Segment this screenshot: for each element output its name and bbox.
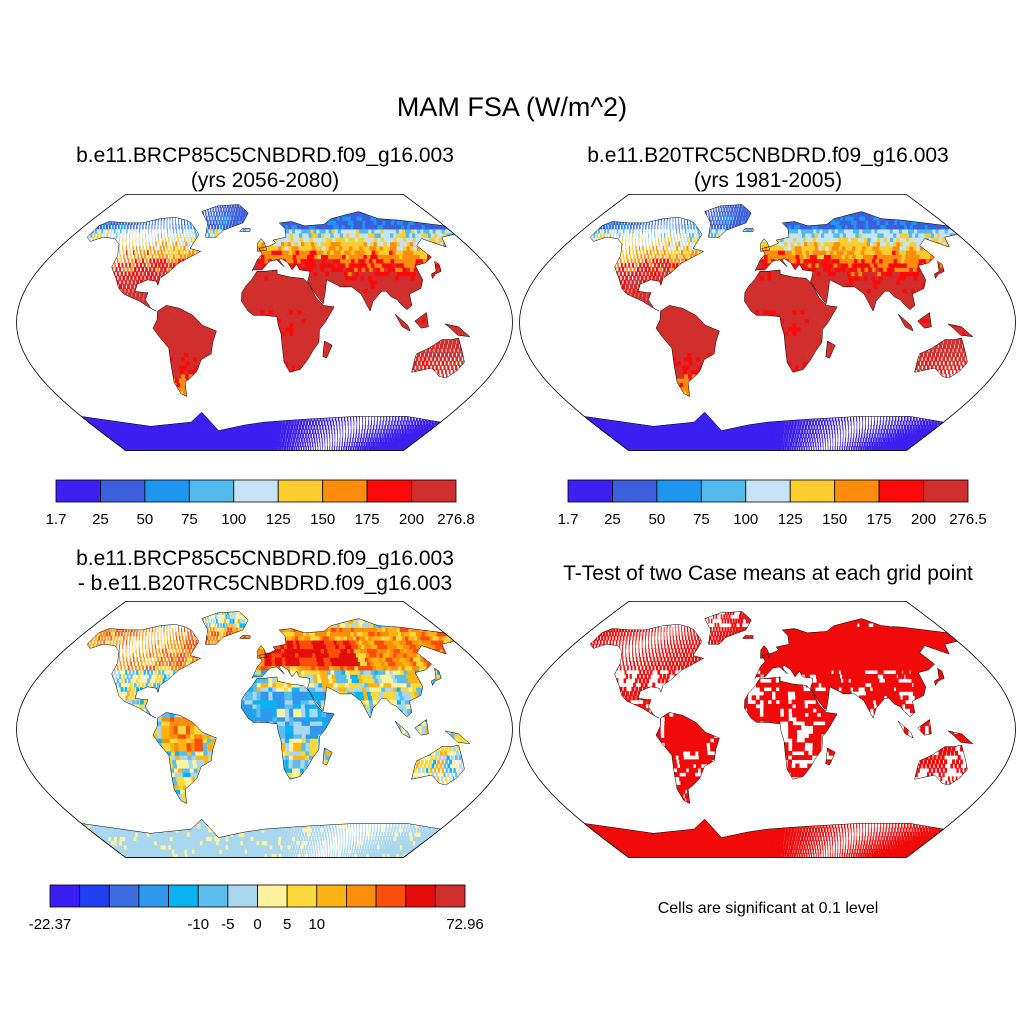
panel-3-title-line1: b.e11.BRCP85C5CNBDRD.f09_g16.003 xyxy=(15,546,515,571)
colorbar-box xyxy=(656,479,702,503)
colorbar-label: 125 xyxy=(778,511,803,528)
colorbar-box xyxy=(188,479,235,503)
colorbar-box xyxy=(316,884,347,908)
map-boundary xyxy=(519,601,1016,858)
colorbar-box xyxy=(100,479,146,503)
colorbar-label: 1.7 xyxy=(558,511,579,528)
colorbar-box xyxy=(322,479,368,503)
colorbar-box xyxy=(197,884,229,908)
panel-1-title: b.e11.BRCP85C5CNBDRD.f09_g16.003 (yrs 20… xyxy=(15,143,515,193)
map-boundary xyxy=(16,194,513,451)
figure-title: MAM FSA (W/m^2) xyxy=(0,92,1024,123)
colorbar-box xyxy=(138,884,169,908)
colorbar-label: 25 xyxy=(92,511,109,528)
colorbar-label: 25 xyxy=(604,511,621,528)
panel-2-title: b.e11.B20TRC5CNBDRD.f09_g16.003 (yrs 198… xyxy=(518,143,1018,193)
colorbar-label: 175 xyxy=(355,511,380,528)
panel-2-map xyxy=(519,194,1016,451)
colorbar-box xyxy=(789,479,836,503)
colorbar-box xyxy=(168,884,199,908)
colorbar-label: 276.5 xyxy=(949,511,987,528)
colorbar-label: -10 xyxy=(187,916,209,933)
colorbar-label: 5 xyxy=(283,916,291,933)
colorbar-label: 200 xyxy=(911,511,936,528)
panel-4-map xyxy=(519,601,1016,858)
colorbar-label: 75 xyxy=(181,511,198,528)
colorbar-label: 0 xyxy=(253,916,261,933)
colorbar-box xyxy=(79,884,110,908)
panel-3-title-line2: - b.e11.B20TRC5CNBDRD.f09_g16.003 xyxy=(15,571,515,596)
colorbar-box xyxy=(411,479,457,503)
colorbar-label: 75 xyxy=(693,511,710,528)
colorbar-box xyxy=(366,479,412,503)
significance-note: Cells are significant at 0.1 level xyxy=(518,900,1018,918)
panel-4-title: T-Test of two Case means at each grid po… xyxy=(518,561,1018,586)
colorbar-box xyxy=(286,884,318,908)
colorbar-box xyxy=(49,884,81,908)
colorbar-label: 72.96 xyxy=(446,916,484,933)
colorbar-label: 276.8 xyxy=(437,511,475,528)
colorbar-box xyxy=(277,479,324,503)
colorbar-label: -5 xyxy=(221,916,234,933)
panel-2-colorbar: 1.7 25 50 75 100 125 150 175 200 276.5 xyxy=(558,479,987,528)
colorbar-box xyxy=(434,884,466,908)
colorbar-box xyxy=(834,479,880,503)
colorbar-label: 1.7 xyxy=(46,511,67,528)
colorbar-box xyxy=(405,884,436,908)
colorbar-label: 150 xyxy=(310,511,335,528)
colorbar-box xyxy=(878,479,924,503)
map-boundary xyxy=(519,194,1016,451)
colorbar-label: 10 xyxy=(308,916,325,933)
panel-1-map xyxy=(16,194,513,451)
colorbar-label: 175 xyxy=(867,511,892,528)
colorbar-label: 200 xyxy=(399,511,424,528)
colorbar-box xyxy=(745,479,791,503)
colorbar-box xyxy=(227,884,258,908)
colorbar-box xyxy=(346,884,377,908)
panel-2-title-line2: (yrs 1981-2005) xyxy=(518,168,1018,193)
colorbar-box xyxy=(612,479,658,503)
panel-1-title-line2: (yrs 2056-2080) xyxy=(15,168,515,193)
colorbar-box xyxy=(257,884,288,908)
panel-1-colorbar: 1.7 25 50 75 100 125 150 175 200 276.8 xyxy=(46,479,475,528)
colorbar-label: 50 xyxy=(649,511,666,528)
colorbar-box xyxy=(567,479,613,503)
colorbar-label: 100 xyxy=(221,511,246,528)
panel-2-title-line1: b.e11.B20TRC5CNBDRD.f09_g16.003 xyxy=(518,143,1018,168)
colorbar-label: 100 xyxy=(733,511,758,528)
colorbar-box xyxy=(108,884,140,908)
colorbar-label: -22.37 xyxy=(29,916,72,933)
panel-3-colorbar: -22.37 -10 -5 0 5 10 72.96 xyxy=(29,884,484,933)
colorbar-box xyxy=(700,479,747,503)
map-boundary xyxy=(16,601,513,858)
colorbar-label: 50 xyxy=(137,511,154,528)
colorbar-label: 125 xyxy=(266,511,291,528)
panel-3-map xyxy=(16,601,513,858)
colorbar-box xyxy=(375,884,407,908)
colorbar-label: 150 xyxy=(822,511,847,528)
colorbar-box xyxy=(233,479,279,503)
panel-3-title: b.e11.BRCP85C5CNBDRD.f09_g16.003 - b.e11… xyxy=(15,546,515,596)
colorbar-box xyxy=(55,479,101,503)
panel-1-title-line1: b.e11.BRCP85C5CNBDRD.f09_g16.003 xyxy=(15,143,515,168)
colorbar-box xyxy=(923,479,969,503)
colorbar-box xyxy=(144,479,190,503)
